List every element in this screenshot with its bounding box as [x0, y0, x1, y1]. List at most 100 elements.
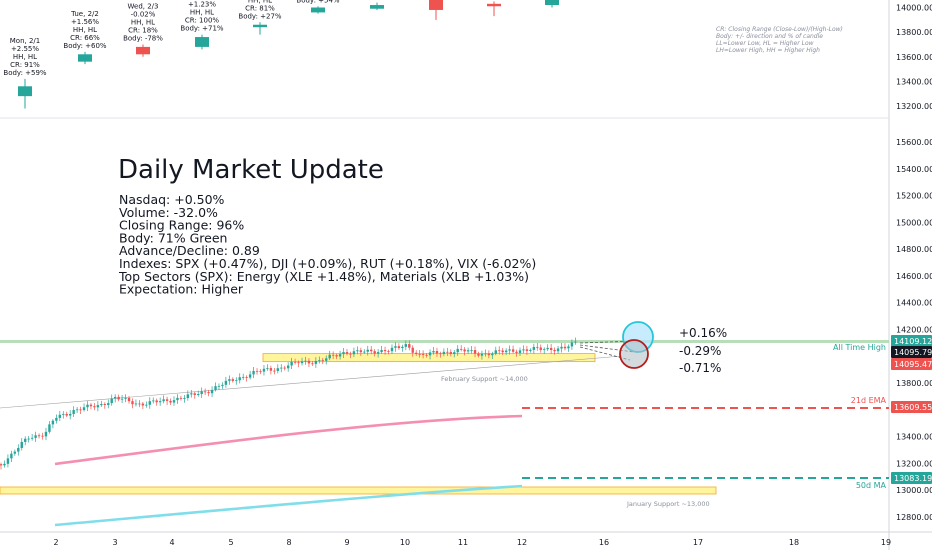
candle-body: [3, 463, 6, 466]
x-tick-label: 16: [599, 538, 609, 547]
candle-body: [408, 344, 411, 348]
candle-body: [553, 350, 556, 352]
daily-candle-caption: Tue, 2/2: [70, 10, 99, 18]
candle-body: [453, 352, 456, 354]
candle-body: [359, 350, 363, 353]
moving-averages: [0, 355, 623, 527]
upper-y-tick-label: 13200.00: [896, 102, 932, 111]
daily-candle-caption: Body: +59%: [3, 69, 47, 77]
daily-candle-caption: Thu, 2/4: [187, 0, 217, 1]
price-tag: 13609.55: [891, 401, 932, 413]
candle-body: [27, 438, 30, 440]
summary-line: Nasdaq: +0.50%: [119, 192, 225, 207]
candle-body: [300, 361, 304, 364]
candle-body: [435, 351, 439, 354]
x-tick-label: 9: [344, 538, 349, 547]
candle-body: [560, 346, 563, 349]
candle-body: [421, 353, 425, 355]
daily-candle-caption: HH, HL: [131, 18, 155, 26]
legend-note: LH=Lower High, HH = Higher High: [716, 47, 820, 54]
candle-body: [24, 438, 27, 442]
candle-body: [248, 374, 252, 378]
candle-body: [6, 458, 10, 464]
upper-y-tick-label: 13800.00: [896, 28, 932, 37]
all-time-high-label: All Time High: [833, 343, 886, 352]
candle-body: [498, 350, 501, 352]
candle-body: [75, 409, 79, 411]
candle-body: [477, 353, 480, 356]
candle-body: [390, 347, 394, 352]
candle-body: [376, 352, 380, 354]
price-tag-value: 13083.19: [894, 474, 932, 483]
candle-body: [34, 435, 37, 438]
projection-circle-down: [619, 339, 649, 369]
ma-50d-label: 50d MA: [856, 481, 887, 490]
summary-line: Indexes: SPX (+0.47%), DJI (+0.09%), RUT…: [119, 256, 536, 271]
candle-body: [155, 400, 158, 403]
candle-body: [480, 353, 484, 356]
projection-label: -0.71%: [679, 361, 721, 375]
daily-candle-caption: HH, HL: [190, 9, 214, 17]
x-tick-label: 5: [228, 538, 233, 547]
ema-21d-line: [54, 414, 523, 466]
projection-label: -0.29%: [679, 344, 721, 358]
price-tags: 14109.12 14095.79 14095.47 13609.55 13083.19: [891, 335, 932, 484]
candle-body: [370, 349, 373, 352]
projection-path-down: [579, 346, 631, 361]
summary-line: Advance/Decline: 0.89: [119, 243, 260, 258]
daily-candle-body: [18, 86, 32, 97]
candle-body: [190, 393, 193, 395]
summary-line: Expectation: Higher: [119, 282, 244, 297]
projection: +0.16% -0.29% -0.71%: [579, 321, 727, 375]
legend-note: LL=Lower Low, HL = Higher Low: [716, 40, 814, 47]
candle-body: [148, 401, 151, 405]
candle-body: [418, 353, 421, 355]
candle-body: [373, 351, 376, 354]
candle-body: [473, 349, 477, 354]
price-tag-value: 13609.55: [894, 403, 932, 412]
price-tag-box: [891, 335, 932, 347]
candle-body: [138, 403, 141, 405]
candle-body: [197, 394, 200, 395]
candle-body: [466, 350, 470, 352]
candle-body: [280, 367, 283, 369]
summary-line: Top Sectors (SPX): Energy (XLE +1.48%), …: [118, 269, 529, 284]
candle-body: [570, 342, 574, 347]
candle-body: [491, 353, 494, 356]
daily-candle-body: [78, 54, 92, 62]
x-tick-label: 11: [458, 538, 468, 547]
price-tag-box: [891, 472, 932, 484]
candle-body: [141, 403, 145, 406]
candle-body: [501, 350, 504, 353]
candle-body: [470, 349, 473, 351]
candle-body: [169, 400, 172, 403]
candle-body: [394, 346, 397, 348]
candle-body: [266, 368, 269, 369]
candle-body: [508, 349, 511, 351]
candle-body: [439, 353, 442, 355]
candle-body: [522, 349, 525, 351]
candle-body: [183, 398, 186, 399]
lower-y-tick-label: 12800.00: [896, 513, 932, 522]
x-tick-label: 18: [789, 538, 799, 547]
candle-body: [293, 361, 297, 363]
candle-body: [55, 417, 58, 421]
candle-body: [117, 396, 120, 400]
candle-body: [20, 441, 23, 448]
candle-body: [387, 351, 390, 352]
candle-body: [203, 391, 207, 393]
candle-body: [297, 362, 300, 364]
candle-body: [252, 370, 255, 375]
summary-line: Volume: -32.0%: [119, 205, 218, 220]
candle-body: [345, 352, 349, 354]
candle-body: [415, 352, 418, 354]
candle-body: [536, 346, 539, 348]
daily-candle-caption: Body: +71%: [180, 25, 224, 33]
candle-body: [82, 407, 86, 411]
price-tag: 14109.12: [891, 335, 932, 347]
daily-candle-body: [429, 0, 443, 10]
candle-body: [397, 346, 401, 349]
